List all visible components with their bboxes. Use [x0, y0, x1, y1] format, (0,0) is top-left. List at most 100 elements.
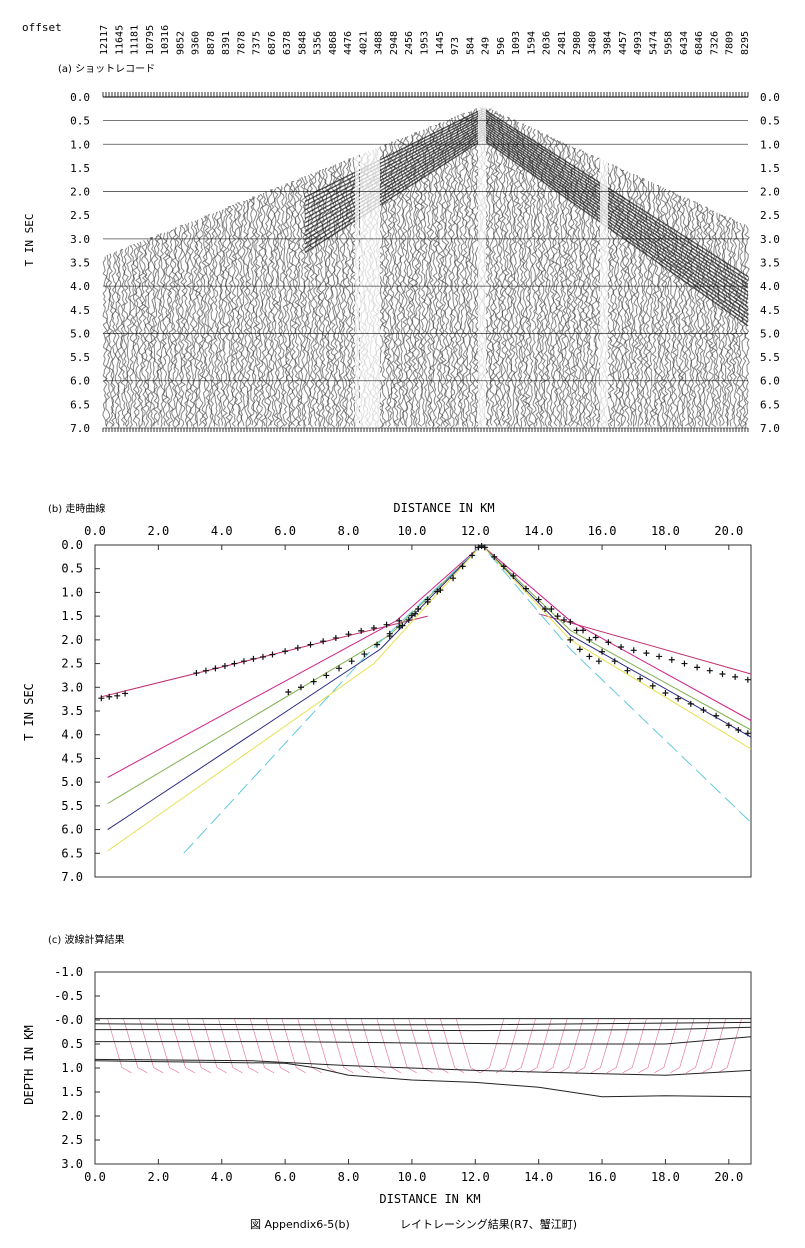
- observed-point: [122, 690, 129, 697]
- seismic-trace: [719, 214, 726, 426]
- observed-point: [231, 660, 238, 667]
- dead-trace-band: [360, 102, 380, 428]
- seismic-trace: [165, 231, 171, 428]
- seismic-trace: [392, 140, 399, 428]
- observed-point: [713, 712, 720, 719]
- seismic-trace: [324, 167, 330, 427]
- ray-path: [424, 1018, 449, 1074]
- observed-point: [405, 616, 412, 623]
- seismic-trace: [669, 191, 675, 428]
- offset-tick-label: 8878: [206, 31, 217, 55]
- panel-a-y-tick-label: 7.0: [760, 422, 780, 435]
- first-arrival-left: [304, 124, 484, 228]
- offset-tick-label: 4476: [343, 31, 354, 55]
- offset-tick-label: 10795: [145, 25, 156, 55]
- ray-path: [638, 1018, 663, 1074]
- panel-c-x-tick-label: 16.0: [588, 1170, 617, 1184]
- ray-path: [479, 1018, 505, 1074]
- ray-path: [590, 1018, 616, 1074]
- ray-path: [281, 1018, 306, 1074]
- offset-tick-label: 2948: [389, 31, 400, 55]
- observed-point: [475, 544, 482, 551]
- panel-c: (c) 波線計算結果 DEPTH IN KM 0.0 2.0 4.0 6.0 8.0 10…: [22, 933, 752, 1206]
- seismic-trace: [615, 167, 621, 427]
- offset-tick-label: 5356: [313, 31, 324, 55]
- observed-point: [624, 667, 631, 674]
- seismic-trace: [435, 123, 441, 429]
- seismic-trace: [456, 115, 462, 426]
- seismic-trace: [288, 182, 294, 428]
- seismic-trace: [198, 217, 204, 426]
- observed-point: [576, 646, 583, 653]
- observed-point: [478, 542, 485, 549]
- first-arrival-left: [304, 120, 484, 220]
- panel-c-x-tick-label: 20.0: [714, 1170, 743, 1184]
- observed-point: [285, 689, 292, 696]
- panel-b-y-tick-label: 3.5: [61, 704, 83, 718]
- seismic-trace: [285, 183, 291, 429]
- seismic-trace: [279, 185, 285, 428]
- offset-tick-label: 3480: [587, 31, 598, 55]
- panel-b-x-tick-label: 6.0: [274, 524, 296, 538]
- seismic-trace: [201, 216, 207, 428]
- seismic-trace: [129, 245, 135, 428]
- panel-a-y-tick-label: 1.5: [70, 162, 90, 175]
- panel-b-y-tick-label: 4.0: [61, 728, 83, 742]
- seismic-trace: [210, 213, 216, 427]
- observed-point: [662, 689, 669, 696]
- ray-path: [622, 1018, 647, 1074]
- seismic-trace: [252, 196, 258, 428]
- travel-time-curve: [538, 613, 752, 675]
- seismic-trace: [675, 194, 682, 428]
- first-arrival-right: [482, 112, 749, 285]
- panel-a-y-tick-label: 5.0: [760, 327, 780, 340]
- observed-point: [310, 678, 317, 685]
- first-arrival-right: [482, 134, 749, 319]
- observed-point: [500, 563, 507, 570]
- panel-c-y-tick-label: -1.0: [54, 965, 83, 979]
- ray-path: [606, 1018, 631, 1074]
- ray-path: [527, 1018, 552, 1074]
- first-arrival-right: [482, 110, 749, 282]
- seismic-trace: [132, 244, 138, 427]
- travel-time-curve: [183, 544, 752, 854]
- panel-c-x-tick-label: 10.0: [397, 1170, 426, 1184]
- first-arrival-left: [304, 108, 484, 198]
- offset-tick-label: 5474: [648, 31, 659, 55]
- observed-point: [297, 684, 304, 691]
- observed-point: [434, 588, 441, 595]
- seismic-trace: [735, 221, 742, 427]
- seismic-trace: [540, 133, 547, 427]
- observed-point: [202, 667, 209, 674]
- seismic-trace: [513, 120, 519, 428]
- seismic-trace: [381, 145, 388, 427]
- seismic-trace: [518, 123, 525, 428]
- seismic-trace: [303, 176, 310, 427]
- observed-point: [323, 672, 330, 679]
- observed-point: [675, 695, 682, 702]
- seismic-trace: [297, 177, 303, 427]
- panel-b-y-tick-label: 5.5: [61, 799, 83, 813]
- observed-point: [592, 634, 599, 641]
- offset-tick-label: 5848: [297, 31, 308, 55]
- offset-tick-label: 6378: [282, 31, 293, 55]
- first-arrival-right: [482, 108, 749, 278]
- seismic-trace: [282, 184, 288, 427]
- seismic-trace: [549, 137, 555, 428]
- observed-point: [240, 658, 247, 665]
- panel-b-frame: [94, 544, 752, 878]
- panel-b: (b) 走時曲線 DISTANCE IN KM T IN SEC 0.0 2.0 4…: [22, 501, 752, 884]
- observed-point: [548, 606, 555, 613]
- travel-time-curve: [107, 544, 752, 804]
- panel-a-y-ticks-left: 0.0 0.5 1.0 1.5 2.0 2.5 3.0 3.5 4.0 4.5 5.0 5.5 6.0 6…: [70, 91, 90, 435]
- observed-point: [725, 722, 732, 729]
- offset-tick-labels: 12117 11645 11181 10795 10316 9852 9360 8878 839…: [99, 25, 751, 55]
- observed-point: [637, 675, 644, 682]
- seismic-trace: [459, 114, 465, 428]
- seismic-trace: [243, 200, 249, 428]
- offset-tick-label: 5958: [664, 31, 675, 55]
- panel-a-y-tick-label: 2.5: [70, 209, 90, 222]
- panel-c-y-ticks: -1.0 -0.5 -0.0 0.5 1.0 1.5 2.0 2.5 3.0: [54, 965, 100, 1171]
- ray-path: [313, 1018, 338, 1074]
- observed-point: [694, 664, 701, 671]
